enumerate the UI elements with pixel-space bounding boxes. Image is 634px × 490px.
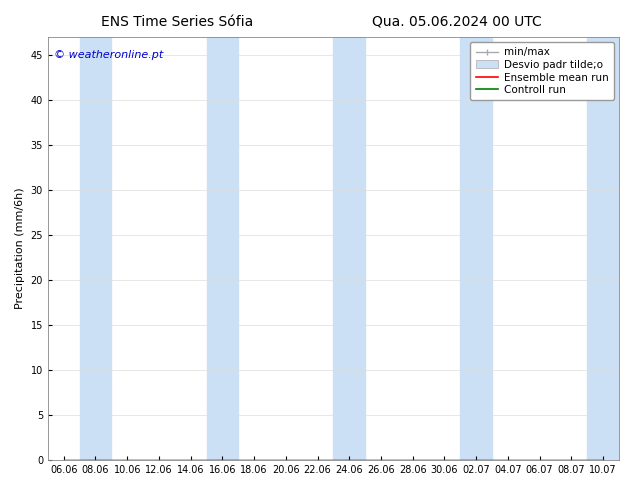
Bar (587, 37, 619, 460)
Text: ENS Time Series Sófia: ENS Time Series Sófia (101, 15, 254, 29)
Bar (207, 37, 238, 460)
Bar (460, 37, 492, 460)
Text: Qua. 05.06.2024 00 UTC: Qua. 05.06.2024 00 UTC (372, 15, 541, 29)
Text: © weatheronline.pt: © weatheronline.pt (54, 50, 163, 60)
Legend: min/max, Desvio padr tilde;o, Ensemble mean run, Controll run: min/max, Desvio padr tilde;o, Ensemble m… (470, 42, 614, 100)
Bar (80, 37, 112, 460)
Y-axis label: Precipitation (mm/6h): Precipitation (mm/6h) (15, 188, 25, 309)
Bar (333, 37, 365, 460)
